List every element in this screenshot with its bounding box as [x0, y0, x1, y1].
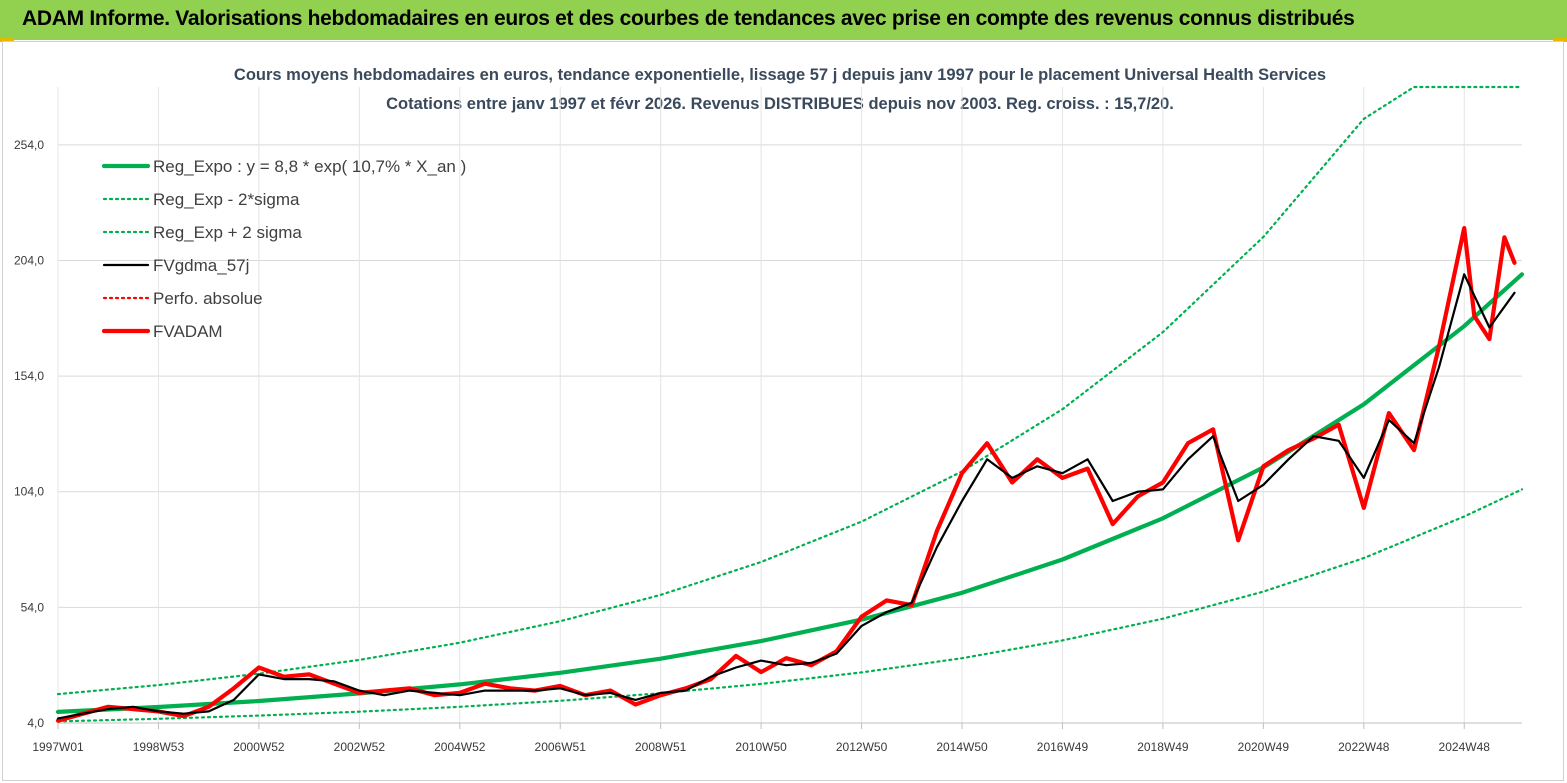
x-tick-label: 2012W50	[836, 740, 888, 754]
x-tick-label: 2008W51	[635, 740, 687, 754]
chart-subtitle: Cotations entre janv 1997 et févr 2026. …	[386, 95, 1174, 113]
series-line-1	[56, 488, 1524, 723]
legend-label: Perfo. absolue	[153, 289, 263, 308]
x-tick-label: 2002W52	[334, 740, 386, 754]
x-tick-label: 2016W49	[1037, 740, 1089, 754]
y-tick-label: 254,0	[14, 138, 44, 152]
y-tick-label: 204,0	[14, 253, 44, 267]
legend: Reg_Expo : y = 8,8 * exp( 10,7% * X_an )…	[101, 157, 466, 341]
x-tick-label: 2004W52	[434, 740, 486, 754]
x-tick-label: 1998W53	[133, 740, 185, 754]
y-axis: 4,0 54,0 104,0 154,0 204,0 254,0	[14, 138, 44, 730]
y-tick-label: 54,0	[21, 600, 45, 614]
legend-label: FVADAM	[153, 322, 223, 341]
legend-label: Reg_Exp + 2 sigma	[153, 223, 302, 242]
banner-corner-left	[0, 38, 14, 42]
banner-title: ADAM Informe. Valorisations hebdomadaire…	[22, 7, 1355, 30]
y-tick-label: 4,0	[27, 716, 44, 730]
legend-label: Reg_Exp - 2*sigma	[153, 190, 300, 209]
plot-series	[55, 85, 1525, 723]
x-tick-label: 2014W50	[936, 740, 988, 754]
legend-label: FVgdma_57j	[153, 256, 249, 275]
banner-corner-right	[1553, 38, 1567, 42]
grid-lines	[57, 87, 1522, 724]
header-banner: ADAM Informe. Valorisations hebdomadaire…	[0, 0, 1567, 40]
series-line-0	[55, 272, 1525, 715]
y-tick-label: 104,0	[14, 485, 44, 499]
series-line-2	[56, 85, 1524, 696]
x-tick-label: 2022W48	[1338, 740, 1390, 754]
series-line-5	[55, 226, 1517, 723]
x-tick-label: 1997W01	[32, 740, 84, 754]
x-tick-label: 2010W50	[735, 740, 787, 754]
x-tick-label: 2006W51	[535, 740, 587, 754]
x-tick-label: 2018W49	[1137, 740, 1189, 754]
x-tick-label: 2020W49	[1238, 740, 1290, 754]
x-tick-label: 2000W52	[233, 740, 285, 754]
series-line-3	[56, 273, 1516, 720]
y-tick-label: 154,0	[14, 369, 44, 383]
x-tick-label: 2024W48	[1439, 740, 1491, 754]
chart-title: Cours moyens hebdomadaires en euros, ten…	[234, 66, 1326, 84]
legend-label: Reg_Expo : y = 8,8 * exp( 10,7% * X_an )	[153, 157, 466, 176]
x-axis: 1997W01 1998W53 2000W52 2002W52 2004W52 2006W…	[32, 723, 1490, 754]
